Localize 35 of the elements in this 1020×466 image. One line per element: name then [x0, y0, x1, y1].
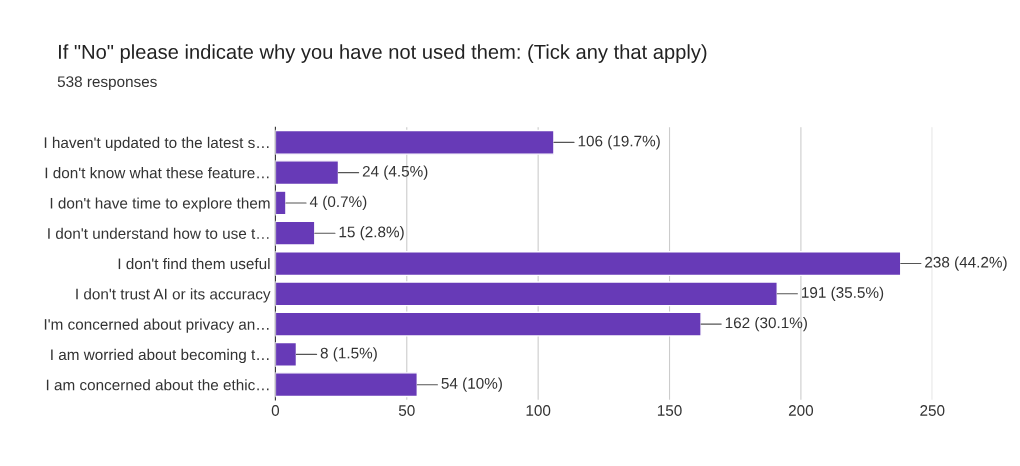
bar	[275, 311, 702, 337]
bar	[275, 220, 316, 246]
x-tick-label: 250	[920, 405, 945, 416]
data-label: 54 (10%)	[441, 377, 502, 392]
bar	[275, 341, 298, 367]
chart-title: If "No" please indicate why you have not used them: (Tick any that apply)	[58, 44, 707, 63]
data-label: 106 (19.7%)	[578, 135, 660, 150]
data-label: 24 (4.5%)	[362, 165, 428, 180]
bar	[275, 372, 418, 398]
y-tick-label: I am concerned about the ethic…	[46, 379, 269, 391]
data-label: 15 (2.8%)	[339, 226, 404, 241]
y-tick-label: I don't know what these feature…	[45, 167, 269, 179]
x-tick-label: 50	[398, 405, 415, 416]
y-tick-label: I don't have time to explore them	[50, 197, 270, 212]
y-tick-label: I am worried about becoming t…	[51, 348, 269, 364]
bar	[275, 129, 555, 155]
y-tick-label: I'm concerned about privacy an…	[44, 318, 269, 333]
bar	[275, 190, 287, 216]
y-tick-label: I don't trust AI or its accuracy	[76, 288, 271, 303]
y-tick-label: I haven't updated to the latest s…	[44, 136, 269, 152]
data-label: 162 (30.1%)	[725, 316, 807, 332]
bar	[275, 281, 778, 307]
data-label: 4 (0.7%)	[309, 195, 367, 211]
bar	[275, 251, 902, 277]
data-label: 191 (35.5%)	[802, 286, 884, 301]
data-label: 8 (1.5%)	[320, 347, 377, 362]
bar	[275, 160, 340, 186]
x-tick-label: 100	[526, 405, 551, 416]
text: 538 responses	[57, 76, 157, 91]
x-tick-label: 150	[657, 405, 682, 416]
y-tick-label: I don't understand how to use t…	[48, 227, 269, 239]
x-tick-label: 200	[788, 405, 814, 416]
y-tick-label: I don't find them useful	[118, 257, 270, 270]
data-label: 238 (44.2%)	[925, 256, 1007, 271]
x-tick-label: 0	[271, 405, 280, 416]
